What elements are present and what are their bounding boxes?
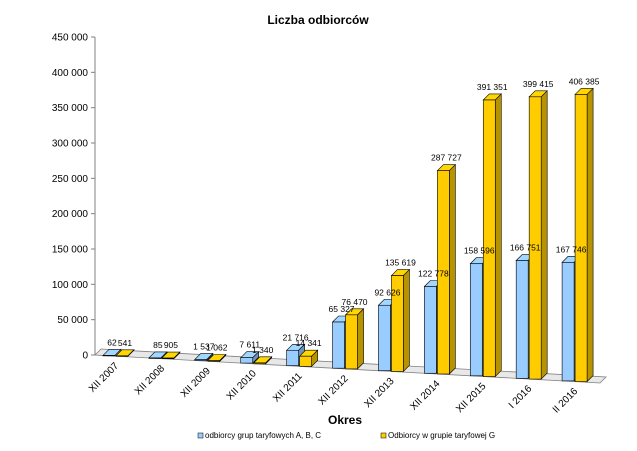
y-tick-label: 0: [82, 351, 88, 362]
legend: odbiorcy grup taryfowych A, B, C Odbiorc…: [197, 431, 495, 440]
bar-series-2-xii-2014: [436, 163, 457, 375]
bars-group: [102, 87, 594, 383]
data-label-series-2: 541: [118, 338, 132, 348]
chart-title: Liczba odbiorców: [267, 13, 369, 27]
x-axis-title: Okres: [328, 413, 362, 427]
data-label-series-1: 92 626: [374, 287, 400, 297]
data-label-series-2: 76 470: [342, 297, 368, 307]
x-tick-label: XII 2009: [179, 365, 213, 399]
data-label-series-2: 1 340: [252, 345, 274, 355]
data-label-series-1: 21 716: [283, 332, 309, 342]
x-tick-label: XII 2012: [317, 373, 351, 407]
bar-series-2-xii-2015: [482, 93, 502, 378]
bar-series-2-xii-2013: [390, 268, 411, 373]
y-tick-label: 200 000: [52, 209, 89, 220]
bar-series-1-xii-2010: [240, 350, 260, 364]
bar-series-1-xii-2008: [148, 351, 168, 359]
data-label-series-2: 1 062: [206, 343, 228, 353]
y-tick-label: 350 000: [52, 103, 89, 114]
y-tick-label: 150 000: [52, 245, 89, 256]
data-label-series-1: 158 596: [464, 246, 495, 256]
bar-series-1-xii-2009: [194, 352, 214, 362]
y-axis: 0 50 000 100 000 150 000 200 000 250 000 300 0…: [52, 33, 95, 362]
x-tick-label: II 2016: [551, 386, 581, 416]
x-tick-label: I 2016: [507, 383, 535, 411]
x-tick-label: XII 2007: [87, 360, 121, 394]
data-label-series-1: 85: [153, 340, 163, 350]
data-label-series-2: 391 351: [477, 82, 508, 92]
x-tick-label: XII 2014: [408, 378, 442, 412]
y-tick-label: 400 000: [52, 68, 89, 79]
legend-label-series-2: Odbiorcy w grupie taryfowej G: [388, 431, 495, 440]
bar-series-2-xii-2010: [253, 356, 273, 365]
legend-swatch-series-2: [380, 432, 387, 439]
x-tick-label: XII 2015: [454, 381, 488, 415]
legend-label-series-1: odbiorcy grup taryfowych A, B, C: [205, 431, 321, 440]
data-label-series-1: 62: [107, 337, 117, 347]
data-label-series-1: 1 537: [193, 341, 215, 351]
x-axis: XII 2007 XII 2008 XII 2009 XII 2010 XII 2011…: [87, 360, 581, 415]
bar-series-2-xii-2007: [115, 349, 135, 357]
bar-series-2-i-2016: [528, 90, 548, 380]
y-tick-label: 450 000: [52, 33, 89, 44]
x-tick-label: XII 2013: [362, 376, 396, 410]
y-tick-label: 50 000: [57, 315, 88, 326]
data-label-series-1: 7 611: [239, 340, 260, 350]
data-label-series-1: 122 778: [418, 268, 449, 278]
y-tick-label: 250 000: [52, 174, 89, 185]
x-tick-label: XII 2011: [271, 371, 305, 405]
data-label-series-1: 166 751: [510, 243, 541, 253]
data-label-series-1: 65 327: [329, 304, 355, 314]
bar-series-2-ii-2016: [574, 87, 594, 383]
data-label-series-2: 406 385: [569, 76, 600, 86]
legend-swatch-series-1: [197, 432, 204, 439]
data-label-series-2: 399 415: [523, 79, 554, 89]
data-label-series-1: 167 746: [556, 244, 587, 254]
x-tick-label: XII 2010: [225, 368, 259, 402]
data-label-series-2: 135 619: [385, 258, 416, 268]
y-tick-label: 300 000: [52, 139, 89, 150]
data-label-series-2: 14 341: [296, 338, 322, 348]
bar-series-2-xii-2008: [161, 351, 181, 360]
x-tick-label: XII 2008: [133, 363, 167, 397]
data-label-series-2: 905: [164, 340, 178, 350]
data-label-series-2: 287 727: [431, 153, 462, 163]
bar-series-2-xii-2012: [344, 308, 365, 370]
y-tick-label: 100 000: [52, 280, 89, 291]
bar-series-2-xii-2009: [207, 353, 227, 362]
bar-series-2-xii-2011: [298, 349, 319, 368]
bar-series-1-xii-2007: [102, 348, 122, 357]
